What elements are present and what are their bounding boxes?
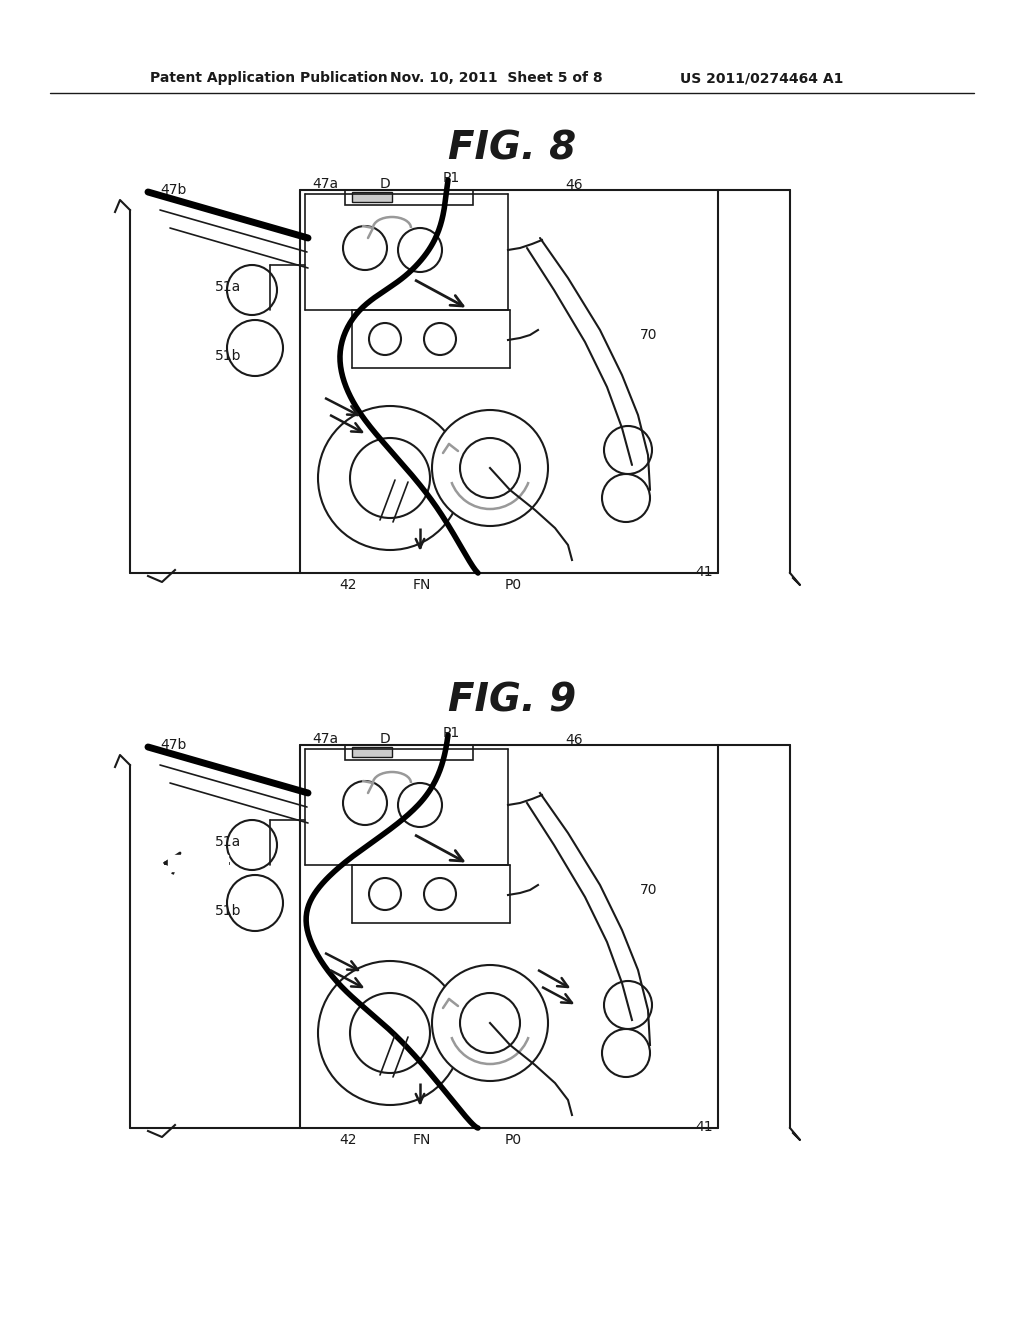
Text: D: D [380,733,390,746]
Text: 51b: 51b [215,904,242,917]
Text: P1: P1 [442,172,460,185]
Circle shape [343,226,387,271]
Text: 41: 41 [695,565,713,579]
Circle shape [602,1030,650,1077]
Circle shape [604,426,652,474]
Circle shape [343,781,387,825]
Text: US 2011/0274464 A1: US 2011/0274464 A1 [680,71,844,84]
Text: FIG. 8: FIG. 8 [447,129,577,168]
Circle shape [424,323,456,355]
Circle shape [432,411,548,525]
Circle shape [350,993,430,1073]
Text: P0: P0 [505,578,522,591]
Text: 41: 41 [695,1119,713,1134]
Text: 70: 70 [640,327,657,342]
Text: 70: 70 [640,883,657,898]
Text: Patent Application Publication: Patent Application Publication [150,71,388,84]
Bar [345,744,473,760]
Bar [352,191,392,202]
Text: 47b: 47b [160,183,186,197]
Circle shape [604,981,652,1030]
Text: P0: P0 [505,1133,522,1147]
Circle shape [424,878,456,909]
Bar [352,747,392,756]
Text: 42: 42 [339,1133,356,1147]
Circle shape [398,228,442,272]
Circle shape [318,407,462,550]
Circle shape [227,265,278,315]
Text: 46: 46 [565,178,583,191]
Text: 51b: 51b [215,348,242,363]
Circle shape [369,323,401,355]
Circle shape [227,875,283,931]
Text: P1: P1 [442,726,460,741]
Text: Nov. 10, 2011  Sheet 5 of 8: Nov. 10, 2011 Sheet 5 of 8 [390,71,603,84]
Text: 47b: 47b [160,738,186,752]
Text: D: D [380,177,390,191]
Text: FN: FN [413,1133,431,1147]
Text: FIG. 9: FIG. 9 [447,681,577,719]
Text: FN: FN [413,578,431,591]
Text: 46: 46 [565,733,583,747]
Circle shape [602,474,650,521]
Text: 42: 42 [339,578,356,591]
Circle shape [318,961,462,1105]
Text: 51a: 51a [215,836,242,849]
Circle shape [350,438,430,517]
Bar [345,190,473,205]
Circle shape [460,438,520,498]
Circle shape [398,783,442,828]
Polygon shape [168,855,228,871]
Circle shape [460,993,520,1053]
Circle shape [369,878,401,909]
Circle shape [227,820,278,870]
Circle shape [432,965,548,1081]
Text: 47a: 47a [312,733,338,746]
Text: 47a: 47a [312,177,338,191]
Text: 51a: 51a [215,280,242,294]
Circle shape [227,319,283,376]
